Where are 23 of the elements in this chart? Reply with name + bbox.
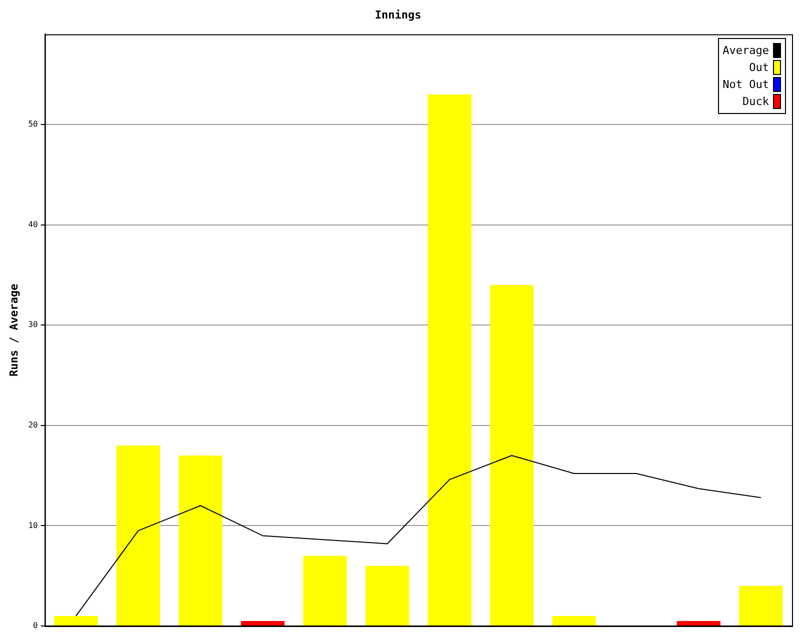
bar (739, 586, 783, 626)
y-tick-label: 20 (28, 420, 38, 430)
bar (428, 94, 472, 626)
legend-label: Not Out (722, 78, 769, 92)
y-tick-label: 40 (28, 220, 38, 229)
bar (552, 616, 596, 626)
bar (365, 566, 410, 626)
bar (54, 616, 98, 626)
bar (178, 455, 222, 626)
y-tick-label: 10 (28, 520, 38, 530)
legend-label: Average (722, 44, 769, 58)
y-tick-label: 30 (28, 320, 38, 330)
legend-label: Duck (742, 95, 769, 108)
bar (490, 284, 534, 626)
bar (116, 445, 160, 626)
bar (676, 620, 720, 626)
bar (303, 556, 347, 626)
y-axis-title: Runs / Average (7, 283, 20, 376)
y-tick-label: 50 (28, 120, 38, 129)
legend-label: Out (749, 61, 769, 74)
chart-title: Innings (374, 8, 422, 22)
y-tick-label: 0 (33, 621, 38, 630)
bar (240, 620, 285, 626)
